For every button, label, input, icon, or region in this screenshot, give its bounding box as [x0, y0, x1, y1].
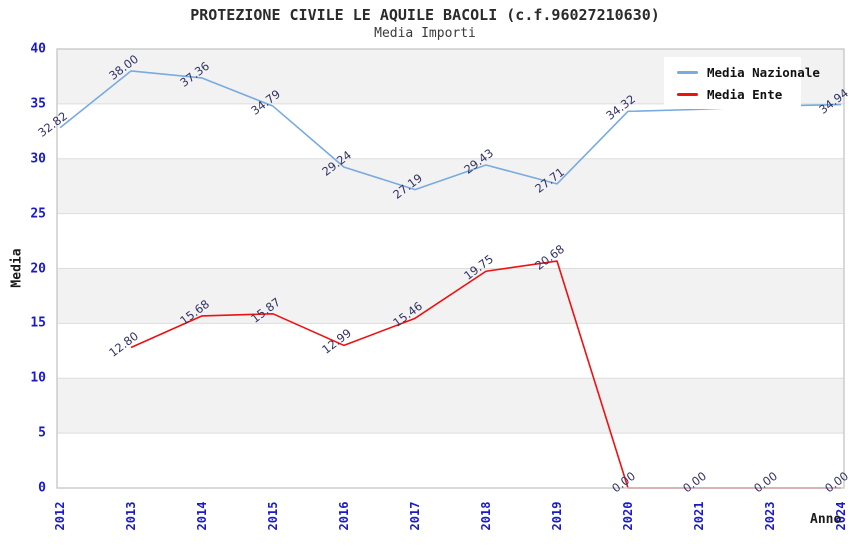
- x-tick-label: 2012: [53, 501, 67, 531]
- y-tick-label: 40: [30, 41, 46, 57]
- y-tick-label: 30: [30, 151, 46, 167]
- legend: Media Nazionale Media Ente: [664, 57, 820, 109]
- x-tick-label: 2014: [195, 501, 209, 531]
- chart-subtitle: Media Importi: [374, 26, 476, 41]
- plot-band: [57, 158, 844, 214]
- x-tick-label: 2018: [479, 501, 493, 531]
- y-tick-label: 15: [30, 315, 46, 331]
- legend-swatch-red-line: [677, 92, 698, 96]
- y-tick-label: 25: [30, 206, 46, 222]
- plot-band: [57, 378, 844, 434]
- x-tick-label: 2021: [692, 501, 706, 531]
- x-tick-label: 2023: [763, 501, 777, 531]
- x-tick-label: 2020: [621, 501, 635, 531]
- y-tick-label: 0: [38, 480, 46, 496]
- x-tick-label: 2016: [337, 501, 351, 531]
- y-tick-label: 5: [38, 425, 46, 441]
- y-tick-label: 35: [30, 96, 46, 112]
- legend-item-media-ente: Media Ente: [664, 87, 801, 102]
- x-tick-label: 2015: [266, 501, 280, 531]
- plot-band: [57, 268, 844, 324]
- plot-border: [56, 48, 845, 489]
- y-tick-label: 20: [30, 261, 46, 276]
- x-tick-label: 2013: [124, 501, 138, 531]
- x-tick-label: 2019: [550, 501, 564, 531]
- legend-label: Media Ente: [707, 86, 783, 102]
- x-tick-label: 2017: [408, 501, 422, 531]
- y-tick-label: 10: [30, 370, 46, 386]
- y-axis-title: Media: [9, 248, 25, 288]
- legend-swatch-blue-line: [677, 70, 698, 74]
- legend-item-media-nazionale: Media Nazionale: [664, 65, 820, 80]
- x-axis-title: Anno: [810, 512, 842, 527]
- legend-label: Media Nazionale: [707, 64, 820, 80]
- chart-title: PROTEZIONE CIVILE LE AQUILE BACOLI (c.f.…: [190, 6, 660, 24]
